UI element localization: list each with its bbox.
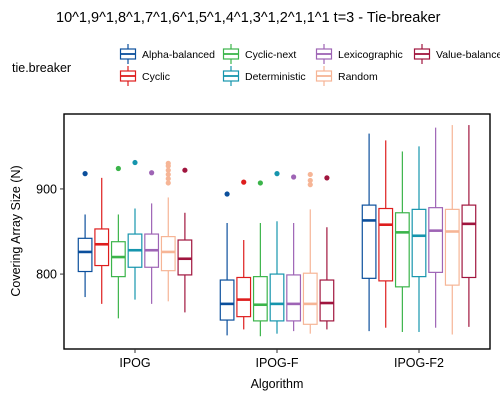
series-cyclic bbox=[94, 140, 394, 330]
outlier-point bbox=[182, 167, 188, 173]
outlier-point bbox=[165, 180, 171, 186]
box-value-balanced-ipog-f bbox=[319, 175, 335, 330]
box-random-ipog bbox=[160, 160, 176, 302]
box-iqr bbox=[236, 276, 252, 318]
outlier-point bbox=[241, 179, 247, 185]
legend-label: Cyclic-next bbox=[245, 49, 296, 61]
outlier-point bbox=[165, 160, 171, 166]
outlier-point bbox=[274, 171, 280, 177]
box-cyclic-ipog-f2 bbox=[378, 140, 394, 328]
outlier-point bbox=[307, 182, 313, 188]
box-iqr bbox=[378, 207, 394, 282]
legend-item-deterministic: Deterministic bbox=[222, 66, 306, 86]
legend-item-lexicographic: Lexicographic bbox=[315, 44, 403, 64]
outlier-point bbox=[224, 191, 230, 197]
box-random-ipog-f bbox=[302, 171, 318, 334]
outlier-point bbox=[307, 171, 313, 178]
legend-item-cyclic: Cyclic bbox=[119, 66, 170, 86]
outlier-point bbox=[165, 171, 171, 178]
box-cyclic-ipog-f bbox=[236, 179, 252, 330]
box-alpha-balanced-ipog-f2 bbox=[361, 133, 377, 332]
box-iqr bbox=[394, 212, 410, 288]
legend-label: Random bbox=[338, 71, 378, 83]
box-alpha-balanced-ipog bbox=[77, 171, 93, 298]
series-random bbox=[160, 125, 460, 335]
box-iqr bbox=[269, 273, 285, 322]
y-tick-label: 900 bbox=[36, 182, 57, 196]
axes: 800 900 IPOG IPOG-F IPOG-F2 bbox=[36, 182, 444, 370]
outlier-point bbox=[115, 165, 121, 172]
box-iqr bbox=[286, 274, 302, 322]
box-iqr bbox=[428, 207, 444, 273]
legend-label: Cyclic bbox=[142, 71, 170, 83]
plot-area bbox=[77, 125, 477, 337]
box-cyclic-next-ipog-f2 bbox=[394, 151, 410, 332]
outlier-point bbox=[149, 170, 155, 176]
outlier-point bbox=[82, 171, 88, 177]
outlier-point bbox=[291, 174, 297, 180]
series-deterministic bbox=[127, 146, 427, 334]
y-axis-title: Covering Array Size (N) bbox=[9, 165, 23, 296]
box-cyclic-next-ipog bbox=[110, 165, 126, 319]
outlier-point bbox=[165, 167, 171, 173]
box-random-ipog-f2 bbox=[444, 125, 460, 335]
box-iqr bbox=[252, 276, 268, 322]
box-iqr bbox=[94, 228, 110, 267]
x-tick-label-ipog-f2: IPOG-F2 bbox=[394, 356, 444, 370]
legend: tie.breaker Alpha-balanced Cyclic Cyclic-n… bbox=[12, 44, 500, 86]
box-iqr bbox=[77, 237, 93, 273]
series-cyclic-next bbox=[110, 151, 410, 337]
legend-item-value-balanced: Value-balanced bbox=[413, 44, 500, 64]
legend-label: Lexicographic bbox=[338, 49, 403, 61]
box-iqr bbox=[319, 279, 335, 322]
chart-title: 10^1,9^1,8^1,7^1,6^1,5^1,4^1,3^1,2^1,1^1… bbox=[56, 10, 441, 26]
box-alpha-balanced-ipog-f bbox=[219, 191, 235, 336]
box-deterministic-ipog-f bbox=[269, 171, 285, 334]
box-cyclic-ipog bbox=[94, 177, 110, 304]
box-value-balanced-ipog bbox=[177, 167, 193, 313]
box-lexicographic-ipog-f bbox=[286, 174, 302, 332]
legend-item-cyclic-next: Cyclic-next bbox=[222, 44, 296, 64]
box-lexicographic-ipog bbox=[144, 170, 160, 304]
legend-label: Alpha-balanced bbox=[142, 49, 215, 61]
x-tick-label-ipog: IPOG bbox=[119, 356, 150, 370]
legend-item-alpha-balanced: Alpha-balanced bbox=[119, 44, 215, 64]
box-iqr bbox=[219, 279, 235, 321]
box-iqr bbox=[361, 204, 377, 279]
box-iqr bbox=[411, 208, 427, 278]
box-value-balanced-ipog-f2 bbox=[461, 125, 477, 327]
box-deterministic-ipog-f2 bbox=[411, 146, 427, 332]
outlier-point bbox=[307, 177, 313, 184]
y-tick-label: 800 bbox=[36, 268, 57, 282]
box-iqr bbox=[160, 236, 176, 272]
box-lexicographic-ipog-f2 bbox=[428, 127, 444, 328]
outlier-point bbox=[324, 175, 330, 181]
legend-label: Deterministic bbox=[245, 71, 306, 83]
series-value-balanced bbox=[177, 125, 477, 330]
x-tick-label-ipog-f: IPOG-F bbox=[255, 356, 298, 370]
series-alpha-balanced bbox=[77, 133, 377, 336]
box-iqr bbox=[461, 204, 477, 279]
box-iqr bbox=[444, 208, 460, 286]
x-axis-title: Algorithm bbox=[251, 377, 304, 391]
legend-title: tie.breaker bbox=[12, 61, 71, 75]
series-lexicographic bbox=[144, 127, 444, 332]
outlier-point bbox=[132, 159, 138, 166]
box-iqr bbox=[302, 272, 318, 325]
outlier-point bbox=[257, 180, 263, 186]
outlier-point bbox=[165, 176, 171, 182]
legend-label: Value-balanced bbox=[436, 49, 500, 61]
box-cyclic-next-ipog-f bbox=[252, 180, 268, 337]
box-iqr bbox=[110, 241, 126, 278]
box-deterministic-ipog bbox=[127, 159, 143, 300]
legend-item-random: Random bbox=[315, 66, 378, 86]
